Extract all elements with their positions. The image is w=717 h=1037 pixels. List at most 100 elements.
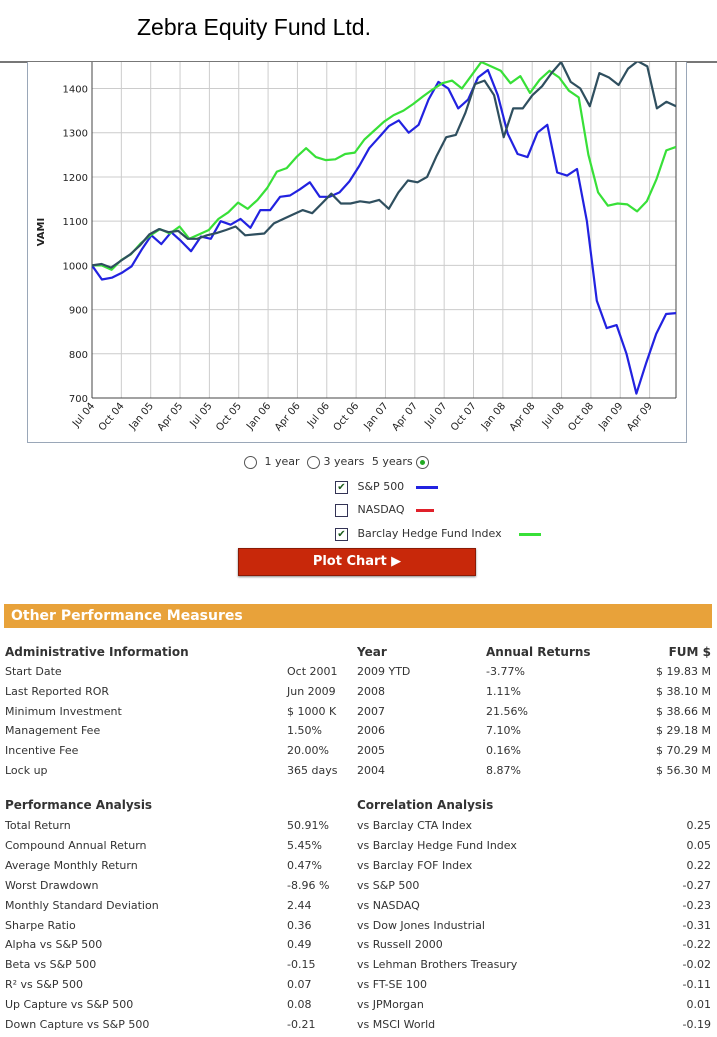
performance-label: Beta vs S&P 500 — [5, 958, 97, 972]
annual-year: 2006 — [357, 724, 385, 738]
correlation-label: vs Lehman Brothers Treasury — [357, 958, 518, 972]
correlation-value: -0.27 — [682, 878, 711, 892]
x-tick-label: Jul 04 — [70, 401, 97, 430]
fum-heading: FUM $ — [668, 645, 711, 659]
x-tick-label: Jul 05 — [188, 401, 215, 430]
correlation-label: vs Barclay Hedge Fund Index — [357, 838, 517, 852]
legend-swatch-barclay-hfi — [519, 532, 542, 536]
annual-return: 7.10% — [486, 724, 521, 738]
section-header-other-performance: Other Performance Measures — [4, 604, 712, 628]
admin-label: Last Reported ROR — [5, 684, 110, 698]
performance-label: Compound Annual Return — [5, 838, 147, 852]
admin-label: Lock up — [5, 764, 48, 777]
admin-label: Management Fee — [5, 724, 101, 738]
annual-fum: $ 56.30 M — [656, 764, 711, 777]
annual-fum: $ 19.83 M — [656, 665, 711, 678]
annual-return: 8.87% — [486, 764, 521, 777]
performance-value: 5.45% — [287, 838, 322, 852]
x-tick-label: Jan 06 — [244, 401, 273, 433]
annual-year: 2005 — [357, 744, 385, 758]
annual-year: 2009 YTD — [357, 665, 411, 678]
correlation-value: -0.11 — [682, 978, 711, 992]
chart-frame: 700 800 900 1000 1100 1200 1300 1400 Jul 04 Oct 0… — [27, 62, 687, 443]
correlation-heading: Correlation Analysis — [357, 798, 494, 812]
annual-return: 0.16% — [486, 744, 521, 758]
performance-value: -0.15 — [287, 958, 316, 972]
x-tick-label: Apr 06 — [273, 401, 303, 434]
correlation-value: 0.01 — [686, 998, 712, 1012]
legend-label-barclay-hfi: Barclay Hedge Fund Index — [357, 527, 502, 540]
correlation-value: -0.02 — [682, 958, 711, 972]
performance-value: 0.47% — [287, 858, 322, 872]
correlation-value: -0.19 — [682, 1018, 711, 1031]
correlation-value: 0.22 — [686, 858, 712, 872]
admin-label: Incentive Fee — [5, 744, 79, 758]
annual-fum: $ 29.18 M — [656, 724, 711, 738]
x-tick-label: Apr 09 — [625, 401, 655, 434]
correlation-value: -0.23 — [682, 898, 711, 912]
admin-heading: Administrative Information — [5, 645, 189, 659]
annual-year: 2004 — [357, 764, 385, 777]
annual-year: 2007 — [357, 704, 385, 718]
x-tick-label: Jul 07 — [422, 401, 449, 430]
series-line-zebra-equity-fund-ltd — [92, 62, 676, 269]
admin-value: Oct 2001 — [287, 665, 338, 678]
legend-swatch-nasdaq — [416, 508, 435, 512]
series-line-s-p-500 — [92, 68, 676, 395]
performance-value: 50.91% — [287, 819, 329, 832]
performance-value: 0.08 — [287, 998, 312, 1012]
annual-return: 21.56% — [486, 704, 528, 718]
performance-label: Sharpe Ratio — [5, 918, 76, 932]
y-tick-label: 800 — [69, 350, 88, 361]
x-tick-label: Apr 07 — [390, 401, 420, 434]
performance-label: R² vs S&P 500 — [5, 978, 83, 992]
correlation-label: vs Barclay CTA Index — [357, 819, 473, 832]
plot-chart-button[interactable]: Plot Chart ▶ — [238, 548, 476, 576]
admin-value: 365 days — [287, 764, 338, 777]
y-tick-label: 1200 — [63, 173, 88, 184]
legend-label-sp500: S&P 500 — [357, 480, 405, 493]
year-heading: Year — [357, 645, 387, 659]
period-radio-1y[interactable] — [244, 455, 257, 469]
period-radio-3y[interactable] — [307, 455, 321, 469]
legend-item-nasdaq: NASDAQ — [335, 503, 435, 517]
period-label-5y: 5 years — [371, 455, 413, 468]
legend-item-barclay-hfi: ✔ Barclay Hedge Fund Index — [335, 527, 542, 541]
performance-label: Worst Drawdown — [5, 878, 99, 892]
annual-return: 1.11% — [486, 684, 521, 698]
correlation-value: -0.22 — [682, 938, 711, 952]
performance-label: Down Capture vs S&P 500 — [5, 1018, 150, 1031]
legend-item-sp500: ✔ S&P 500 — [335, 480, 438, 494]
performance-correlation-table: Performance Analysis Correlation Analysi… — [5, 798, 713, 1033]
period-radio-5y[interactable] — [416, 455, 430, 469]
correlation-label: vs JPMorgan — [357, 998, 424, 1012]
sp500-checkbox[interactable]: ✔ — [335, 480, 348, 494]
page-title: Zebra Equity Fund Ltd. — [137, 14, 371, 40]
barclay-hfi-checkbox[interactable]: ✔ — [335, 527, 348, 541]
admin-value: 20.00% — [287, 744, 329, 758]
performance-value: 2.44 — [287, 898, 312, 912]
x-tick-label: Apr 08 — [508, 401, 538, 434]
annual-return: -3.77% — [486, 665, 525, 678]
x-tick-label: Oct 05 — [214, 401, 244, 434]
y-tick-label: 1400 — [63, 85, 88, 96]
annual-fum: $ 38.66 M — [656, 704, 711, 718]
x-tick-label: Jan 05 — [127, 401, 156, 433]
y-tick-label: 700 — [69, 394, 88, 405]
correlation-label: vs Dow Jones Industrial — [357, 918, 485, 932]
correlation-label: vs Russell 2000 — [357, 938, 443, 952]
admin-value: Jun 2009 — [287, 684, 336, 698]
period-label-3y: 3 years — [323, 455, 365, 468]
correlation-label: vs S&P 500 — [357, 878, 420, 892]
nasdaq-checkbox[interactable] — [335, 503, 348, 517]
performance-value: -0.21 — [287, 1018, 316, 1031]
x-tick-label: Jan 09 — [596, 401, 625, 433]
performance-value: 0.36 — [287, 918, 312, 932]
performance-value: -8.96 % — [287, 878, 330, 892]
x-tick-label: Oct 06 — [332, 401, 362, 434]
y-tick-label: 1100 — [63, 217, 88, 228]
admin-label: Minimum Investment — [5, 704, 122, 718]
period-selector: 1 year 3 years 5 years — [244, 455, 430, 469]
y-tick-label: 1300 — [63, 129, 88, 140]
admin-value: 1.50% — [287, 724, 322, 738]
